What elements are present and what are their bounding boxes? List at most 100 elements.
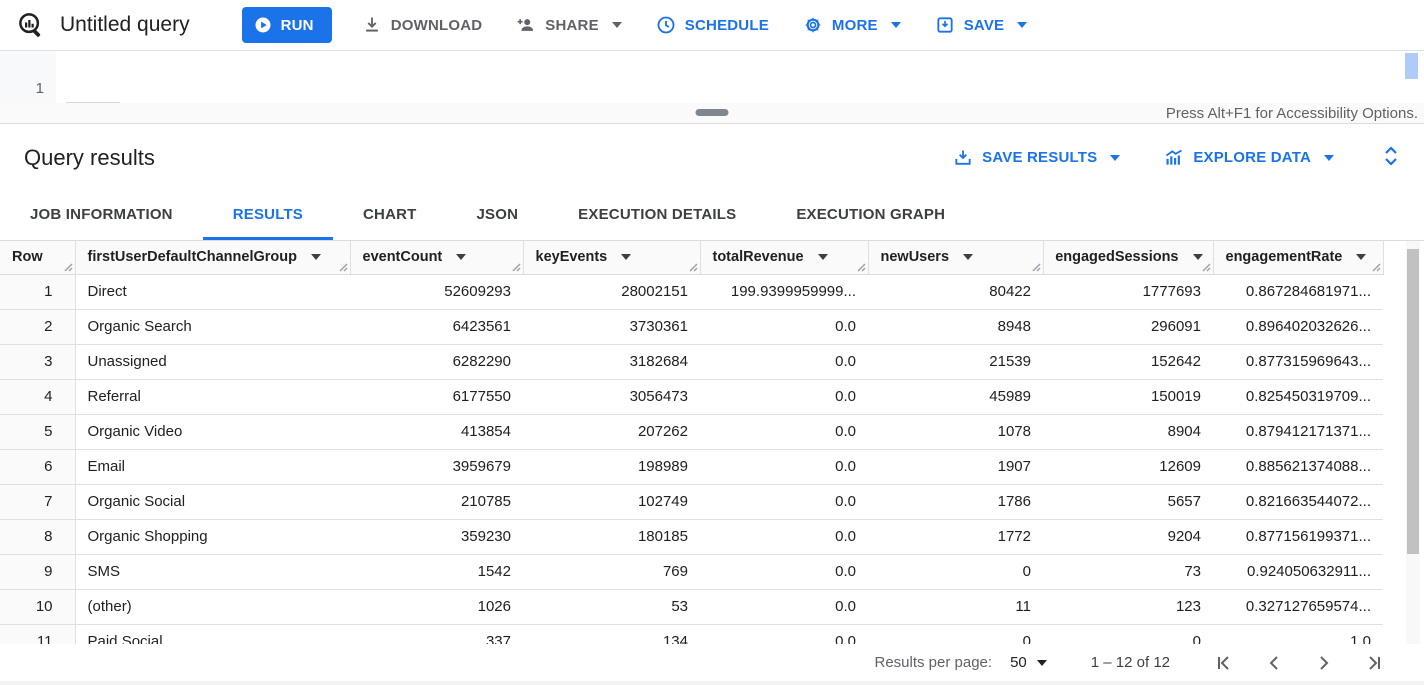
table-cell: 0.0 bbox=[700, 309, 868, 345]
row-number-cell: 3 bbox=[0, 344, 76, 380]
chevron-down-icon bbox=[611, 22, 622, 28]
column-resize-handle[interactable] bbox=[1201, 262, 1211, 272]
table-cell: 337 bbox=[350, 624, 523, 644]
download-button[interactable]: DOWNLOAD bbox=[362, 15, 483, 35]
table-cell: 199.9399959999... bbox=[700, 274, 868, 310]
previous-page-button[interactable] bbox=[1266, 655, 1282, 671]
table-cell: 207262 bbox=[523, 414, 700, 450]
table-cell: 150019 bbox=[1043, 379, 1213, 415]
chevron-down-icon bbox=[1110, 154, 1121, 161]
share-button[interactable]: SHARE bbox=[516, 15, 622, 35]
table-cell: 53 bbox=[523, 589, 700, 625]
column-menu-icon[interactable] bbox=[1192, 254, 1203, 261]
last-page-icon bbox=[1369, 655, 1380, 670]
more-button[interactable]: MORE bbox=[803, 15, 901, 35]
chevron-down-icon bbox=[1017, 22, 1028, 28]
column-resize-handle[interactable] bbox=[1371, 262, 1381, 272]
tab-execution-graph[interactable]: EXECUTION GRAPH bbox=[796, 205, 946, 223]
table-cell: 6282290 bbox=[350, 344, 523, 380]
pagination-range: 1 – 12 of 12 bbox=[1090, 654, 1170, 671]
table-cell: 0.0 bbox=[700, 589, 868, 625]
table-cell: 0 bbox=[1043, 624, 1213, 644]
explore-data-chart-icon bbox=[1166, 149, 1183, 165]
tab-results[interactable]: RESULTS bbox=[202, 191, 334, 240]
table-cell: Referral bbox=[75, 379, 350, 415]
save-button[interactable]: SAVE bbox=[935, 15, 1028, 35]
tab-job-information[interactable]: JOB INFORMATION bbox=[30, 205, 173, 223]
table-cell: Unassigned bbox=[75, 344, 350, 380]
table-cell: 45989 bbox=[868, 379, 1043, 415]
table-cell: 0 bbox=[868, 554, 1043, 590]
column-resize-handle[interactable] bbox=[688, 262, 698, 272]
table-cell: 152642 bbox=[1043, 344, 1213, 380]
splitter-drag-handle[interactable] bbox=[695, 109, 729, 116]
table-row: 1 Direct 52609293 28002151 199.9399959999...… bbox=[0, 274, 1383, 310]
results-per-page-label: Results per page: bbox=[874, 654, 993, 671]
column-menu-icon[interactable] bbox=[1356, 254, 1367, 261]
table-cell: 1786 bbox=[868, 484, 1043, 520]
table-cell: 3730361 bbox=[523, 309, 700, 345]
expand-collapse-button[interactable] bbox=[1378, 145, 1404, 170]
column-menu-icon[interactable] bbox=[621, 254, 632, 261]
table-cell: 52609293 bbox=[350, 274, 523, 310]
table-cell: 11 bbox=[868, 589, 1043, 625]
results-table-region: Row firstUserDefaultChannelGroup eventCo… bbox=[0, 241, 1424, 644]
row-number-cell: 8 bbox=[0, 519, 76, 555]
tab-chart[interactable]: CHART bbox=[363, 205, 417, 223]
table-cell: 80422 bbox=[868, 274, 1043, 310]
row-number-cell: 2 bbox=[0, 309, 76, 345]
column-resize-handle[interactable] bbox=[511, 262, 521, 272]
tab-json[interactable]: JSON bbox=[476, 205, 519, 223]
horizontal-scrollbar-track[interactable] bbox=[0, 681, 1424, 685]
column-header-engaged-sessions: engagedSessions bbox=[1043, 241, 1214, 275]
table-cell: 28002151 bbox=[523, 274, 700, 310]
save-results-button[interactable]: SAVE RESULTS bbox=[953, 148, 1121, 168]
explore-data-button[interactable]: EXPLORE DATA bbox=[1164, 148, 1334, 168]
unfold-icon bbox=[1385, 146, 1397, 166]
table-cell: Organic Shopping bbox=[75, 519, 350, 555]
table-cell: Organic Video bbox=[75, 414, 350, 450]
column-resize-handle[interactable] bbox=[856, 262, 866, 272]
table-cell: 0.0 bbox=[700, 519, 868, 555]
sql-editor[interactable]: 1 SELECT * FROM `demo.demoset.user_acqui… bbox=[0, 51, 1424, 120]
table-cell: 413854 bbox=[350, 414, 523, 450]
column-menu-icon[interactable] bbox=[963, 254, 974, 261]
column-menu-icon[interactable] bbox=[817, 254, 828, 261]
tab-execution-details[interactable]: EXECUTION DETAILS bbox=[578, 205, 737, 223]
column-menu-icon[interactable] bbox=[456, 254, 467, 261]
editor-vertical-scrollbar[interactable] bbox=[1405, 53, 1418, 79]
table-cell: 0.0 bbox=[700, 624, 868, 644]
table-cell: 12609 bbox=[1043, 449, 1213, 485]
download-icon bbox=[365, 17, 378, 32]
table-cell: 0.327127659574... bbox=[1213, 589, 1383, 625]
column-menu-icon[interactable] bbox=[310, 254, 321, 261]
table-cell: 21539 bbox=[868, 344, 1043, 380]
table-vertical-scrollbar[interactable] bbox=[1406, 241, 1420, 644]
page-size-select[interactable]: 50 bbox=[1010, 654, 1047, 671]
clock-icon bbox=[657, 16, 675, 34]
first-page-button[interactable] bbox=[1216, 655, 1232, 671]
table-cell: 3182684 bbox=[523, 344, 700, 380]
row-number-cell: 4 bbox=[0, 379, 76, 415]
table-cell: Organic Social bbox=[75, 484, 350, 520]
chevron-down-icon bbox=[1324, 154, 1334, 161]
table-cell: 1.0 bbox=[1213, 624, 1383, 644]
next-page-button[interactable] bbox=[1316, 655, 1332, 671]
column-resize-handle[interactable] bbox=[63, 262, 73, 272]
scrollbar-thumb[interactable] bbox=[1407, 249, 1419, 554]
table-cell: 102749 bbox=[523, 484, 700, 520]
run-button[interactable]: RUN bbox=[241, 7, 332, 43]
row-number-cell: 7 bbox=[0, 484, 76, 520]
column-resize-handle[interactable] bbox=[338, 262, 348, 272]
line-number: 1 bbox=[35, 80, 44, 97]
column-resize-handle[interactable] bbox=[1031, 262, 1041, 272]
table-cell: 3056473 bbox=[523, 379, 700, 415]
table-cell: (other) bbox=[75, 589, 350, 625]
table-cell: 73 bbox=[1043, 554, 1213, 590]
table-cell: 210785 bbox=[350, 484, 523, 520]
schedule-button[interactable]: SCHEDULE bbox=[656, 15, 769, 35]
table-cell: 1078 bbox=[868, 414, 1043, 450]
table-cell: 9204 bbox=[1043, 519, 1213, 555]
last-page-button[interactable] bbox=[1366, 655, 1382, 671]
chevron-down-icon bbox=[890, 22, 901, 28]
